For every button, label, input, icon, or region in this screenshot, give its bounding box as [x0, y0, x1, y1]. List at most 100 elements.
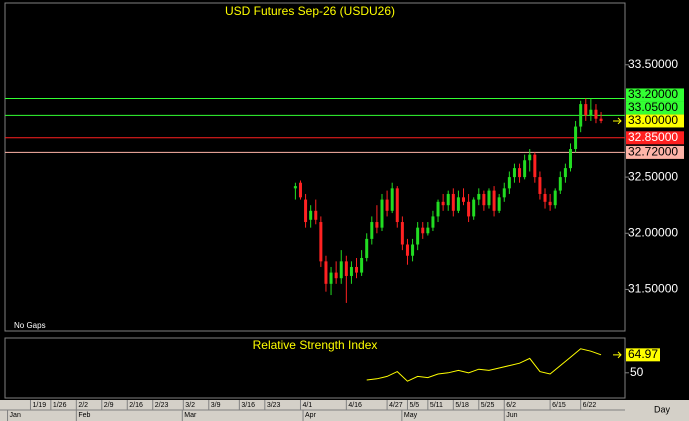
rsi-arrow: [613, 351, 622, 359]
rsi-label-bg: [626, 348, 660, 362]
candle-body: [456, 197, 460, 211]
y-tick-label: 33.50000: [628, 57, 678, 71]
level-label-bg: [626, 101, 684, 115]
candle-body: [319, 222, 323, 262]
candle-body: [370, 222, 374, 239]
candle-body: [482, 193, 486, 206]
candle-body: [304, 199, 308, 223]
note: No Gaps: [14, 321, 46, 330]
x-tick-label: 6/2: [506, 402, 516, 409]
candle-body: [334, 272, 338, 279]
month-label: Feb: [78, 412, 90, 419]
candle-body: [584, 104, 588, 116]
candle-body: [355, 266, 359, 273]
x-tick-label: 5/25: [481, 402, 495, 409]
rsi-line: [366, 348, 602, 382]
y-tick-label: 32.50000: [628, 169, 678, 183]
candle-body: [375, 222, 379, 228]
candle-body: [344, 261, 348, 276]
x-tick-label: 3/23: [267, 402, 281, 409]
x-tick-label: 6/15: [552, 402, 566, 409]
level-label: 33.20000: [628, 87, 678, 101]
candle-body: [512, 168, 516, 178]
candle-body: [293, 186, 297, 189]
candle-body: [365, 238, 369, 258]
x-tick-label: 4/1: [302, 402, 312, 409]
candle-body: [543, 193, 547, 202]
rsi-tick-label: 50: [630, 365, 644, 379]
candle-body: [309, 210, 313, 220]
candle-body: [431, 216, 435, 228]
candle-body: [568, 149, 572, 169]
level-label: 32.72000: [628, 145, 678, 159]
x-tick-label: 5/5: [409, 402, 419, 409]
level-label: 32.85000: [628, 130, 678, 144]
rsi-last-label: 64.97: [628, 347, 658, 361]
candle-body: [579, 104, 583, 127]
x-tick-label: 1/26: [53, 402, 67, 409]
y-tick-label: 31.50000: [628, 282, 678, 296]
candle-body: [528, 154, 532, 161]
x-tick-label: 2/2: [78, 402, 88, 409]
candle-body: [497, 197, 501, 211]
candle-body: [507, 177, 511, 189]
last-price-arrow: [613, 117, 622, 125]
candle-body: [487, 190, 491, 206]
y-tick-label: 32.00000: [628, 225, 678, 239]
level-label: 33.00000: [628, 113, 678, 127]
x-tick-label: 1/19: [32, 402, 46, 409]
x-tick-label: 5/18: [455, 402, 469, 409]
level-label-bg: [626, 114, 684, 128]
x-tick-label: 4/16: [348, 402, 362, 409]
candle-body: [411, 244, 415, 256]
candle-body: [324, 261, 328, 284]
candle-body: [446, 193, 450, 206]
candle-body: [385, 199, 389, 211]
candle-body: [589, 109, 593, 116]
candle-body: [553, 190, 557, 206]
candle-body: [477, 193, 481, 200]
candle-body: [421, 227, 425, 234]
month-label: Jun: [506, 412, 517, 419]
candle-body: [467, 201, 471, 217]
price-panel-frame: [4, 2, 626, 332]
x-tick-label: 6/22: [583, 402, 597, 409]
x-tick-label: 2/16: [129, 402, 143, 409]
candle-body: [380, 199, 384, 228]
candle-body: [298, 182, 302, 198]
x-tick-label: 3/16: [241, 402, 255, 409]
candle-body: [395, 188, 399, 223]
x-tick-label: 5/11: [430, 402, 443, 409]
candle-body: [492, 190, 496, 211]
rsi-title: Relative Strength Index: [253, 338, 378, 352]
candle-body: [558, 177, 562, 191]
candle-body: [451, 193, 455, 211]
level-label-bg: [626, 145, 684, 159]
candle-body: [405, 244, 409, 256]
candle-body: [360, 257, 364, 273]
candle-body: [436, 201, 440, 217]
level-label-bg: [626, 131, 684, 145]
candle-body: [518, 168, 522, 178]
candle-body: [502, 188, 506, 198]
candle-body: [400, 222, 404, 245]
candle-body: [523, 160, 527, 178]
candle-body: [339, 261, 343, 279]
candle-body: [314, 210, 318, 220]
candle-body: [349, 266, 353, 276]
candle-body: [599, 118, 603, 121]
level-label: 33.05000: [628, 100, 678, 114]
candle-body: [472, 199, 476, 217]
x-tick-label: 2/9: [104, 402, 114, 409]
candle-body: [563, 168, 567, 178]
x-axis-label: Day: [654, 404, 671, 414]
candle-body: [426, 227, 430, 234]
candle-body: [462, 197, 466, 202]
candle-body: [416, 227, 420, 245]
candle-body: [548, 201, 552, 206]
chart-title: USD Futures Sep-26 (USDU26): [225, 4, 395, 18]
candle-body: [594, 109, 598, 119]
x-tick-label: 4/27: [389, 402, 403, 409]
